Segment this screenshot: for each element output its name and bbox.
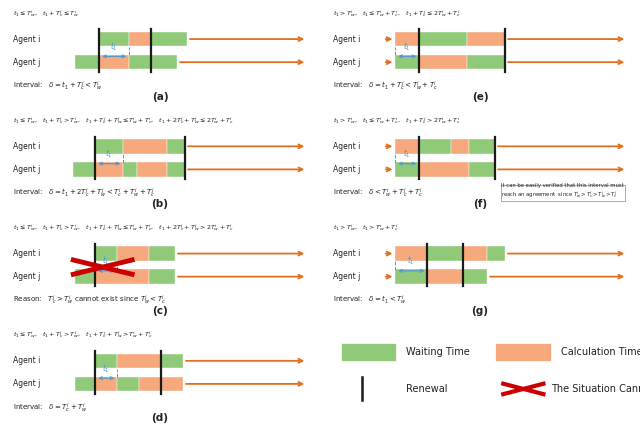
Text: Agent i: Agent i xyxy=(13,356,40,366)
Bar xyxy=(117,246,149,261)
Text: Agent j: Agent j xyxy=(333,165,360,174)
Bar xyxy=(95,353,117,368)
Text: Calculation Time: Calculation Time xyxy=(561,347,640,357)
Text: Renewal: Renewal xyxy=(406,384,447,394)
Bar xyxy=(419,55,467,69)
Text: Interval:   $\delta < T_w^i + T_c^j + T_c^i$: Interval: $\delta < T_w^i + T_c^j + T_c^… xyxy=(333,187,423,200)
Bar xyxy=(487,246,505,261)
Text: $t_1 > T_w^i$,   $t_1 \leq T_w^i + T_c^i$,   $t_1 + T_c^j > 2T_w^i + T_c^i$: $t_1 > T_w^i$, $t_1 \leq T_w^i + T_c^i$,… xyxy=(333,115,461,126)
Text: Agent i: Agent i xyxy=(333,249,360,258)
Bar xyxy=(124,139,167,154)
Bar xyxy=(137,162,167,177)
Text: The Situation Cannot Exists: The Situation Cannot Exists xyxy=(551,384,640,394)
Text: Agent j: Agent j xyxy=(13,272,40,281)
Bar xyxy=(117,377,140,391)
Text: $t_1 > T_w^i$,   $t_1 > T_w^i + T_c^i$: $t_1 > T_w^i$, $t_1 > T_w^i + T_c^i$ xyxy=(333,223,399,233)
Text: (g): (g) xyxy=(472,306,488,316)
Text: (f): (f) xyxy=(473,199,487,209)
Bar xyxy=(495,343,551,361)
Bar xyxy=(129,55,177,69)
Text: $t_1 \leq T_w^i$,   $t_1 + T_c^j > T_w^i$,   $t_1 + T_c^j + T_w^j > T_w^i + T_c^: $t_1 \leq T_w^i$, $t_1 + T_c^j > T_w^i$,… xyxy=(13,330,152,341)
Bar xyxy=(149,246,175,261)
Bar xyxy=(428,269,463,284)
Text: Agent i: Agent i xyxy=(13,142,40,151)
Bar xyxy=(428,246,463,261)
Text: Interval:   $\delta = t_1 + T_c^j < T_w^i + T_c^i$: Interval: $\delta = t_1 + T_c^j < T_w^i … xyxy=(333,80,438,93)
Text: $t_1$: $t_1$ xyxy=(408,255,415,267)
Bar xyxy=(74,162,95,177)
Text: (c): (c) xyxy=(152,306,168,316)
Bar xyxy=(99,32,129,46)
Bar xyxy=(463,269,487,284)
Bar xyxy=(76,55,99,69)
Text: Agent i: Agent i xyxy=(333,142,360,151)
Text: (a): (a) xyxy=(152,92,168,102)
Text: $t_1$: $t_1$ xyxy=(102,255,110,267)
Text: Interval:   $\delta = t_1 < T_w^i$: Interval: $\delta = t_1 < T_w^i$ xyxy=(333,294,406,308)
Text: Reason:   $T_c^j > T_w^i$ cannot exist since $T_w^j < T_c^i$: Reason: $T_c^j > T_w^i$ cannot exist sin… xyxy=(13,294,166,308)
Text: $t_1$: $t_1$ xyxy=(110,40,118,53)
Text: Interval:   $\delta = T_c^i + T_w^i$: Interval: $\delta = T_c^i + T_w^i$ xyxy=(13,402,88,415)
Bar xyxy=(76,377,95,391)
Bar xyxy=(451,139,469,154)
Bar xyxy=(117,353,161,368)
Text: Agent j: Agent j xyxy=(13,57,40,66)
Text: $t_1 \leq T_w^i$,   $t_1 + T_c^j > T_w^i$,   $t_1 + T_c^j + T_w^j \leq T_w^i + T: $t_1 \leq T_w^i$, $t_1 + T_c^j > T_w^i$,… xyxy=(13,223,234,233)
Text: $t_1 \leq T_w^i$,   $t_1 + T_c^j > T_w^i$,   $t_1 + T_c^j + T_w^j \leq T_w^i + T: $t_1 \leq T_w^i$, $t_1 + T_c^j > T_w^i$,… xyxy=(13,115,234,126)
Bar xyxy=(167,139,185,154)
Bar xyxy=(467,55,505,69)
Text: $t_1$: $t_1$ xyxy=(403,148,412,160)
Bar xyxy=(129,32,151,46)
Bar xyxy=(396,269,428,284)
Text: Agent j: Agent j xyxy=(13,165,40,174)
Bar xyxy=(149,269,175,284)
Text: Agent j: Agent j xyxy=(333,57,360,66)
Bar xyxy=(95,269,149,284)
Text: $t_1$: $t_1$ xyxy=(106,148,113,160)
Text: Interval:   $\delta = t_1 + 2T_c^j + T_w^j < T_c^i + T_w^i + T_c^j$: Interval: $\delta = t_1 + 2T_c^j + T_w^j… xyxy=(13,187,156,200)
Bar xyxy=(469,139,495,154)
Text: $t_1$: $t_1$ xyxy=(403,40,412,53)
Text: (e): (e) xyxy=(472,92,488,102)
Text: Interval:   $\delta = t_1 + T_c^j < T_w^i$: Interval: $\delta = t_1 + T_c^j < T_w^i$ xyxy=(13,80,102,93)
Bar xyxy=(340,343,396,361)
Bar xyxy=(463,246,487,261)
Bar xyxy=(124,162,137,177)
Bar xyxy=(396,246,428,261)
Bar xyxy=(140,377,183,391)
Bar xyxy=(396,162,419,177)
Bar xyxy=(469,162,495,177)
Bar xyxy=(396,32,419,46)
Bar xyxy=(95,246,117,261)
Text: Waiting Time: Waiting Time xyxy=(406,347,469,357)
Text: (b): (b) xyxy=(152,199,168,209)
Bar xyxy=(95,377,117,391)
Text: Agent i: Agent i xyxy=(333,35,360,44)
Text: (d): (d) xyxy=(152,414,168,423)
Bar xyxy=(467,32,505,46)
Text: It can be easily verified that this interval must
reach an agreement  since $T_w: It can be easily verified that this inte… xyxy=(501,183,624,200)
Text: $t_1 > T_w^i$,   $t_1 \leq T_w^i + T_c^i$,   $t_1 + T_c^j \leq 2T_w^i + T_c^i$: $t_1 > T_w^i$, $t_1 \leq T_w^i + T_c^i$,… xyxy=(333,8,461,19)
Bar xyxy=(419,32,467,46)
Text: $t_1$: $t_1$ xyxy=(102,362,110,375)
Bar xyxy=(99,55,129,69)
Bar xyxy=(95,162,124,177)
Bar xyxy=(161,353,183,368)
Text: Agent i: Agent i xyxy=(13,249,40,258)
Bar xyxy=(396,55,419,69)
Text: Agent j: Agent j xyxy=(333,272,360,281)
Text: $t_1 \leq T_w^i$,   $t_1 + T_c^j \leq T_w^i$: $t_1 \leq T_w^i$, $t_1 + T_c^j \leq T_w^… xyxy=(13,8,79,19)
Text: Agent i: Agent i xyxy=(13,35,40,44)
Bar xyxy=(419,139,451,154)
Bar xyxy=(396,139,419,154)
Bar xyxy=(95,139,124,154)
Bar xyxy=(151,32,187,46)
Text: Agent j: Agent j xyxy=(13,379,40,388)
Bar xyxy=(167,162,185,177)
Bar xyxy=(76,269,95,284)
Bar xyxy=(419,162,469,177)
